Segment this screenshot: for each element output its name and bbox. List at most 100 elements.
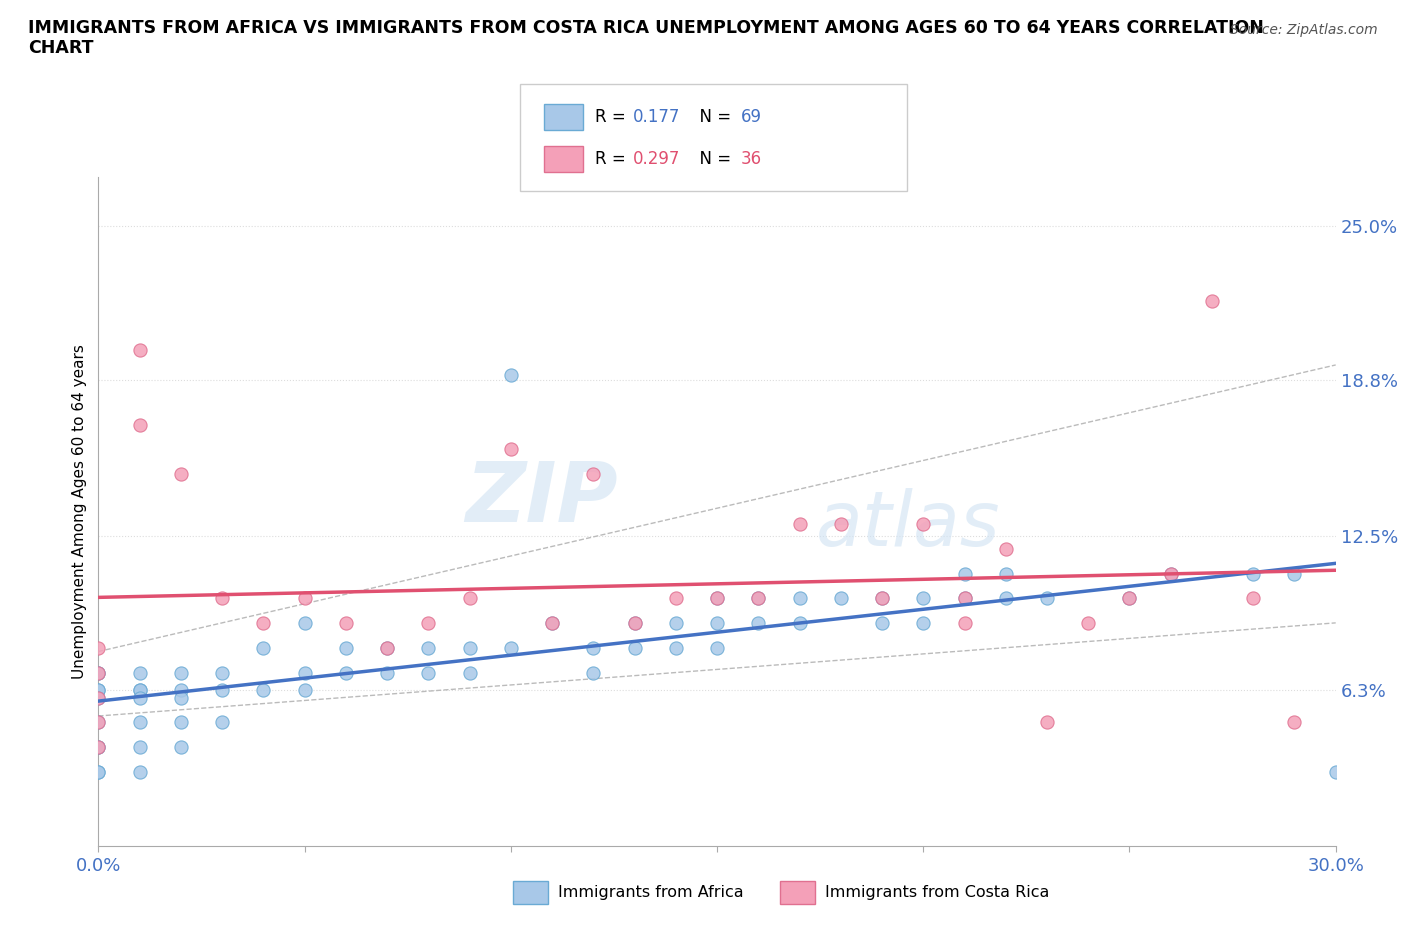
Point (87, 683, 110, 698)
Point (87, 683, 110, 698)
Point (87, 715, 110, 730)
Point (418, 665, 440, 680)
Text: N =: N = (689, 150, 737, 168)
Point (789, 616, 811, 631)
Point (170, 690, 193, 705)
Point (582, 467, 605, 482)
Text: Immigrants from Africa: Immigrants from Africa (558, 885, 744, 900)
Text: R =: R = (595, 108, 631, 126)
Point (870, 616, 893, 631)
Point (582, 641, 605, 656)
Point (1118, 591, 1140, 605)
Point (582, 665, 605, 680)
Point (541, 616, 564, 631)
Point (1118, 591, 1140, 605)
Point (499, 442, 522, 457)
Point (128, 343, 150, 358)
Point (87, 739, 110, 754)
Point (1077, 616, 1099, 631)
Text: Immigrants from Costa Rica: Immigrants from Costa Rica (825, 885, 1050, 900)
Text: 0.297: 0.297 (633, 150, 681, 168)
Y-axis label: Unemployment Among Ages 60 to 64 years: Unemployment Among Ages 60 to 64 years (72, 344, 87, 679)
Point (499, 641, 522, 656)
Point (252, 616, 274, 631)
Point (87, 665, 110, 680)
Point (128, 690, 150, 705)
Point (912, 616, 935, 631)
Point (418, 641, 440, 656)
Point (87, 764, 110, 779)
Point (912, 591, 935, 605)
Point (252, 683, 274, 698)
Point (499, 367, 522, 382)
Text: atlas: atlas (815, 488, 1001, 562)
Point (128, 739, 150, 754)
Text: R =: R = (595, 150, 631, 168)
Text: 0.177: 0.177 (633, 108, 681, 126)
Point (541, 616, 564, 631)
Point (128, 418, 150, 432)
Point (170, 665, 193, 680)
Text: IMMIGRANTS FROM AFRICA VS IMMIGRANTS FROM COSTA RICA UNEMPLOYMENT AMONG AGES 60 : IMMIGRANTS FROM AFRICA VS IMMIGRANTS FRO… (28, 19, 1264, 58)
Point (458, 591, 481, 605)
Point (87, 739, 110, 754)
Point (623, 616, 645, 631)
Point (1284, 715, 1306, 730)
Point (953, 616, 976, 631)
Point (375, 641, 398, 656)
Point (87, 690, 110, 705)
Point (87, 715, 110, 730)
Point (294, 683, 316, 698)
Point (623, 641, 645, 656)
Point (458, 641, 481, 656)
Point (294, 665, 316, 680)
Point (335, 616, 357, 631)
Point (1160, 566, 1182, 581)
Point (747, 616, 769, 631)
Point (211, 715, 233, 730)
Point (870, 591, 893, 605)
Point (211, 683, 233, 698)
Text: ZIP: ZIP (465, 458, 619, 538)
Point (1241, 566, 1264, 581)
Point (789, 591, 811, 605)
Point (747, 591, 769, 605)
Point (375, 665, 398, 680)
Point (87, 690, 110, 705)
Point (418, 616, 440, 631)
Text: 36: 36 (741, 150, 762, 168)
Point (335, 641, 357, 656)
Point (128, 665, 150, 680)
Point (211, 591, 233, 605)
Point (706, 591, 728, 605)
Point (1201, 293, 1223, 308)
Point (170, 739, 193, 754)
Point (87, 665, 110, 680)
Point (912, 516, 935, 531)
Point (170, 467, 193, 482)
Point (870, 591, 893, 605)
Point (87, 641, 110, 656)
Point (994, 591, 1017, 605)
Text: N =: N = (689, 108, 737, 126)
Point (1036, 715, 1059, 730)
Point (1284, 566, 1306, 581)
Point (252, 641, 274, 656)
Point (128, 715, 150, 730)
Point (994, 566, 1017, 581)
Point (706, 591, 728, 605)
Point (665, 641, 688, 656)
Point (87, 665, 110, 680)
Point (458, 665, 481, 680)
Point (953, 566, 976, 581)
Point (294, 616, 316, 631)
Point (789, 516, 811, 531)
Point (128, 683, 150, 698)
Point (170, 683, 193, 698)
Point (994, 541, 1017, 556)
Point (1324, 764, 1347, 779)
Point (375, 641, 398, 656)
Point (830, 591, 852, 605)
Point (623, 616, 645, 631)
Point (128, 683, 150, 698)
